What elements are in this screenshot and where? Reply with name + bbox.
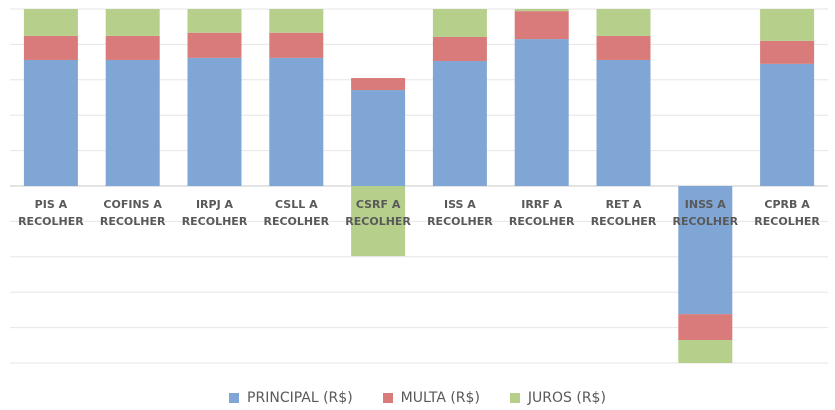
x-tick-label: INSS A RECOLHER [672,198,739,228]
bar-segment [432,36,487,62]
legend-label: MULTA (R$) [400,390,480,406]
legend: PRINCIPAL (R$) MULTA (R$) JUROS (R$) [0,390,835,406]
plot [10,8,828,364]
bar-segment [678,339,733,363]
bar-segment [760,40,815,64]
bar-segment [351,78,406,91]
bar-segment [269,57,324,186]
bar-segment [187,32,242,58]
bar-segment [514,11,569,40]
bar-segment [351,186,406,257]
bar-segment [678,186,733,315]
bar-segment [105,35,160,60]
bar-segment [23,35,78,60]
bar-segment [187,9,242,33]
legend-item: PRINCIPAL (R$) [229,390,353,406]
x-tick-label: CSLL A RECOLHER [263,198,330,228]
legend-swatch [229,393,240,403]
bar-segment [514,9,569,12]
bar-segment [760,63,815,187]
bar-segment [269,32,324,58]
bar-segment [514,39,569,187]
bar-segment [596,9,651,36]
bar-segment [351,90,406,186]
bar-segment [269,9,324,33]
x-tick-label: IRRF A RECOLHER [508,198,575,228]
bar-segment [596,35,651,60]
x-tick-label: CPRB A RECOLHER [754,198,820,228]
bar-segment [23,59,78,187]
bar-segment [760,9,815,41]
legend-label: PRINCIPAL (R$) [247,390,353,406]
legend-swatch [382,393,393,403]
x-tick-label: RET A RECOLHER [590,198,657,228]
bar-segment [596,59,651,187]
legend-item: JUROS (R$) [509,390,606,406]
legend-swatch [509,393,520,403]
bar-segment [105,59,160,187]
bar-segment [432,9,487,37]
bar-segment [23,9,78,36]
x-tick-label: CSRF A RECOLHER [345,198,411,228]
bar-segment [432,61,487,187]
x-tick-label: ISS A RECOLHER [427,198,493,228]
bar-segment [678,314,733,340]
x-tick-label: COFINS A RECOLHER [99,198,166,228]
x-tick-label: PIS A RECOLHER [18,198,84,228]
legend-item: MULTA (R$) [382,390,480,406]
x-tick-label: IRPJ A RECOLHER [181,198,248,228]
bar-segment [105,9,160,36]
bar-segment [187,57,242,186]
legend-label: JUROS (R$) [527,390,606,406]
